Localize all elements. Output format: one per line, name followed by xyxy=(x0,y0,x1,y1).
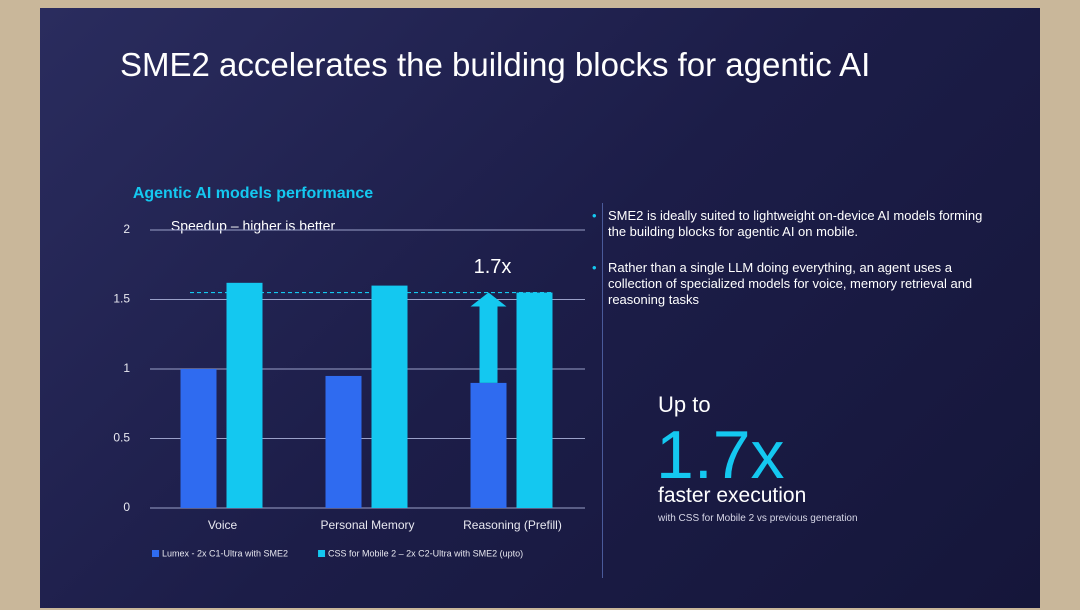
bullet-text: Rather than a single LLM doing everythin… xyxy=(608,260,973,307)
callout-lead: Up to xyxy=(658,392,711,417)
y-tick-label: 1 xyxy=(123,361,130,375)
slide-title: SME2 accelerates the building blocks for… xyxy=(120,46,871,83)
bar xyxy=(371,285,408,508)
legend-swatch xyxy=(318,550,326,557)
callout-main: faster execution xyxy=(658,484,807,507)
bar xyxy=(470,382,507,508)
chart: Agentic AI models performance Speedup – … xyxy=(113,185,585,558)
bullet: • SME2 is ideally suited to lightweight o… xyxy=(592,208,983,239)
x-tick-label: Reasoning (Prefill) xyxy=(463,518,562,532)
slide: SME2 accelerates the building blocks for… xyxy=(40,8,1040,608)
y-tick-label: 2 xyxy=(123,222,130,236)
annotation: 1.7x xyxy=(474,256,512,278)
x-tick-label: Voice xyxy=(208,518,238,532)
legend-label: Lumex - 2x C1-Ultra with SME2 xyxy=(162,548,288,558)
y-tick-label: 0 xyxy=(123,500,130,514)
legend-swatch xyxy=(152,550,159,557)
y-tick-label: 1.5 xyxy=(113,292,130,306)
y-tick-label: 0.5 xyxy=(113,431,130,445)
bar xyxy=(325,375,362,508)
callout-note: with CSS for Mobile 2 vs previous genera… xyxy=(658,513,858,524)
divider xyxy=(602,203,603,578)
chart-subtitle: Speedup – higher is better xyxy=(171,218,336,234)
bar xyxy=(226,282,263,508)
callout-big: 1.7x xyxy=(656,417,785,493)
speedup-arrow xyxy=(470,292,507,383)
bar xyxy=(180,369,217,508)
legend-label: CSS for Mobile 2 – 2x C2-Ultra with SME2… xyxy=(328,548,523,558)
chart-title: Agentic AI models performance xyxy=(133,185,373,202)
bullet: • Rather than a single LLM doing everythi… xyxy=(592,260,973,307)
x-tick-label: Personal Memory xyxy=(320,518,414,532)
bar xyxy=(516,292,553,508)
bullet-text: SME2 is ideally suited to lightweight on… xyxy=(608,208,983,239)
